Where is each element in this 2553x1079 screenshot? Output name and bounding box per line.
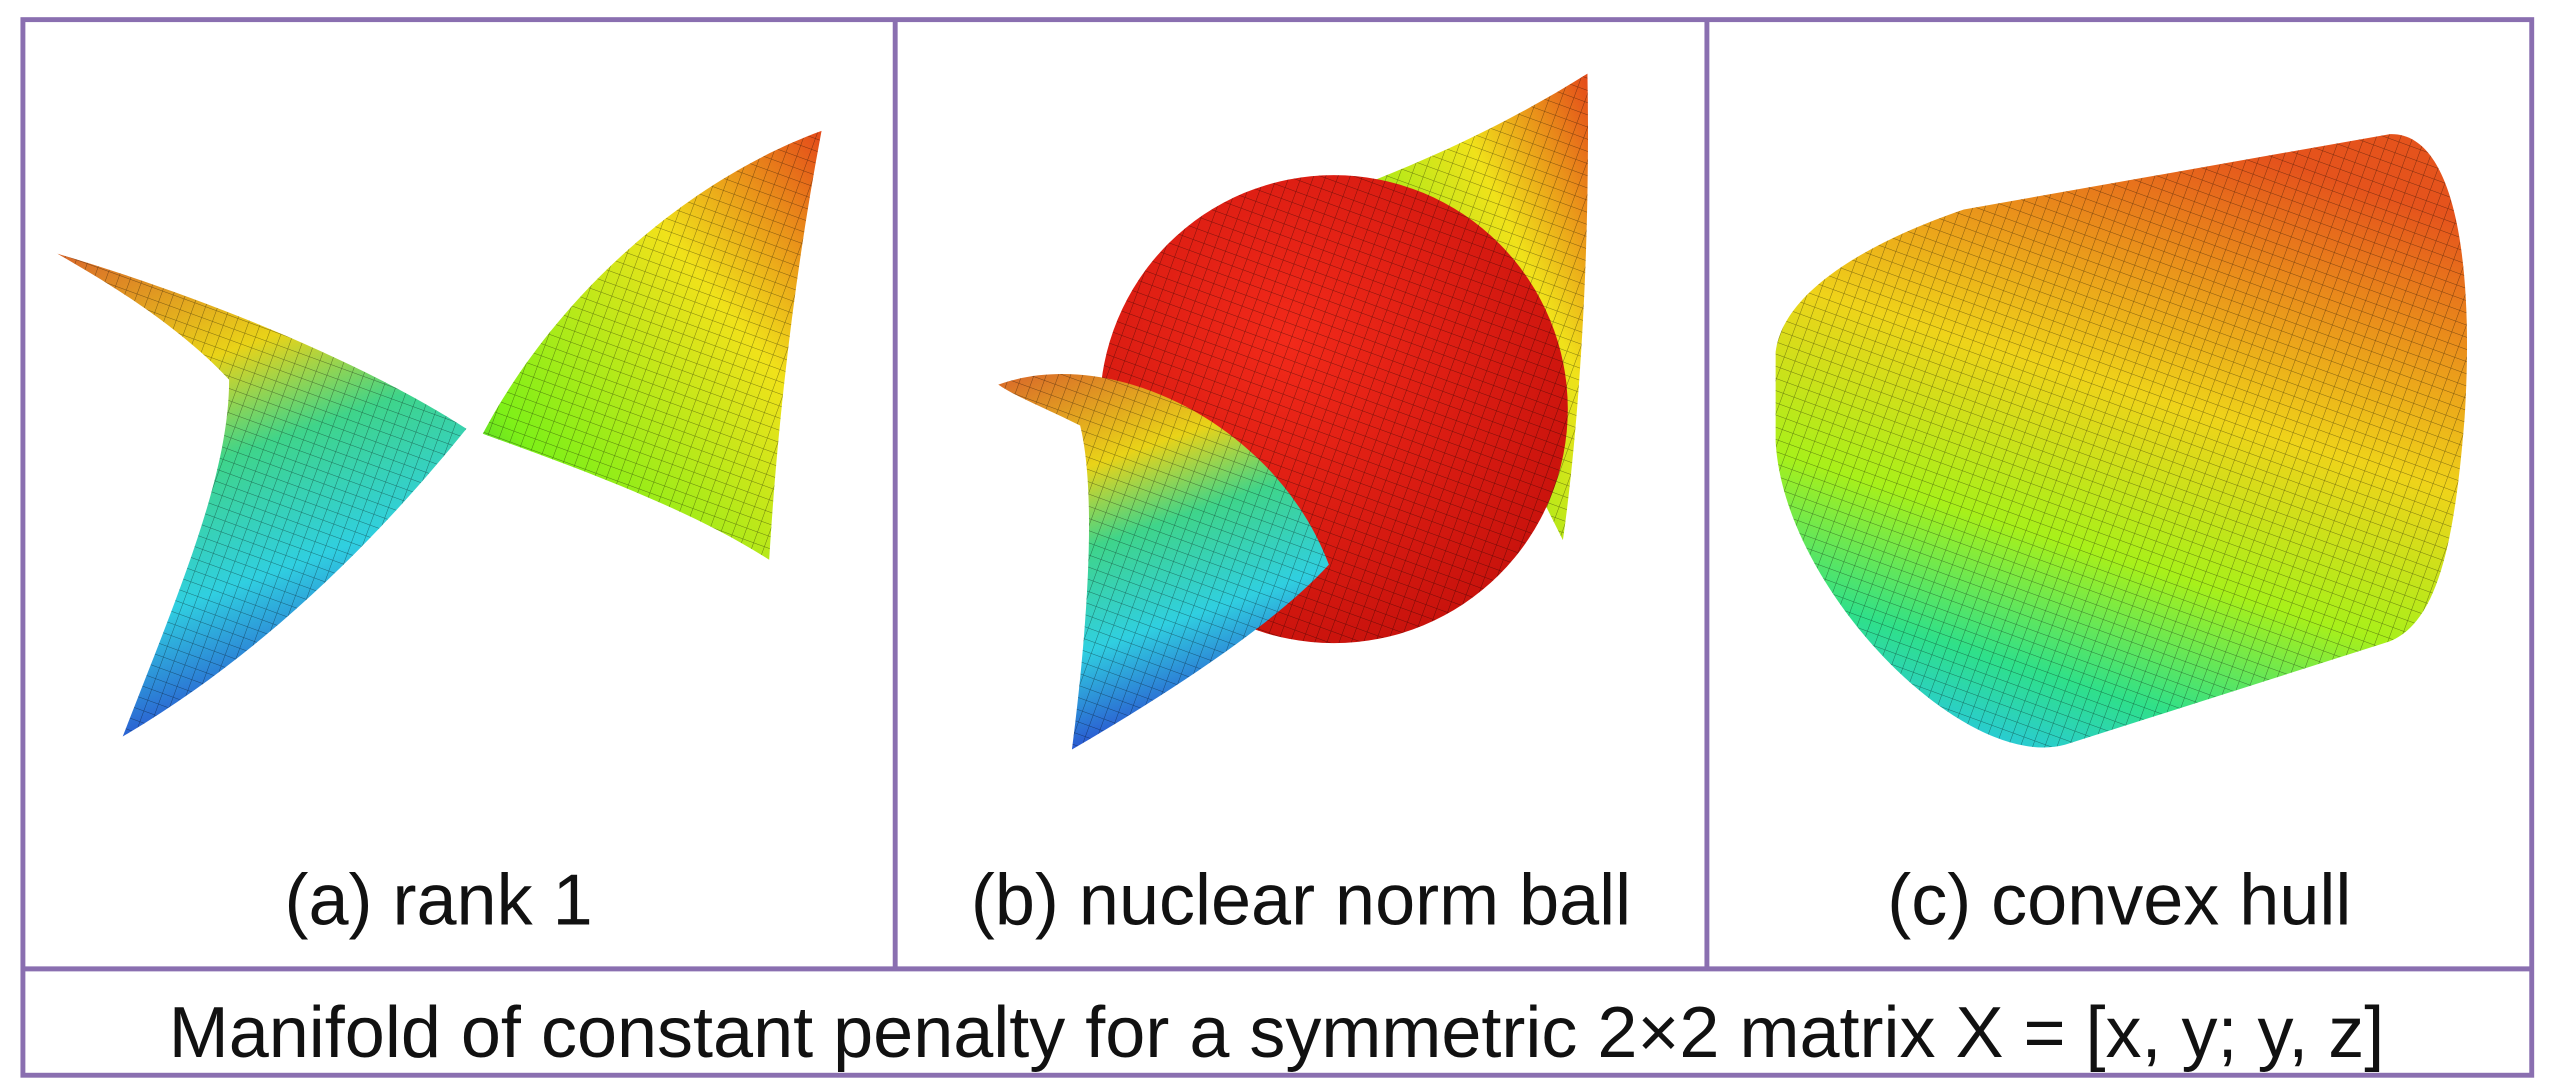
page: (a) rank 1 (b) nuclear norm ball (c) con… [0, 0, 2553, 1079]
panel-caption: (a) rank 1 [285, 861, 593, 941]
panel-caption: (b) nuclear norm ball [971, 861, 1631, 941]
surface-nuclear-ball [998, 74, 1588, 750]
surface-convex-hull [1776, 134, 2467, 747]
figure: (a) rank 1 (b) nuclear norm ball (c) con… [0, 0, 2553, 1079]
figure-caption: Manifold of constant penalty for a symme… [169, 993, 2384, 1073]
panel-caption: (c) convex hull [1887, 861, 2351, 941]
surface-rank1 [57, 131, 821, 737]
